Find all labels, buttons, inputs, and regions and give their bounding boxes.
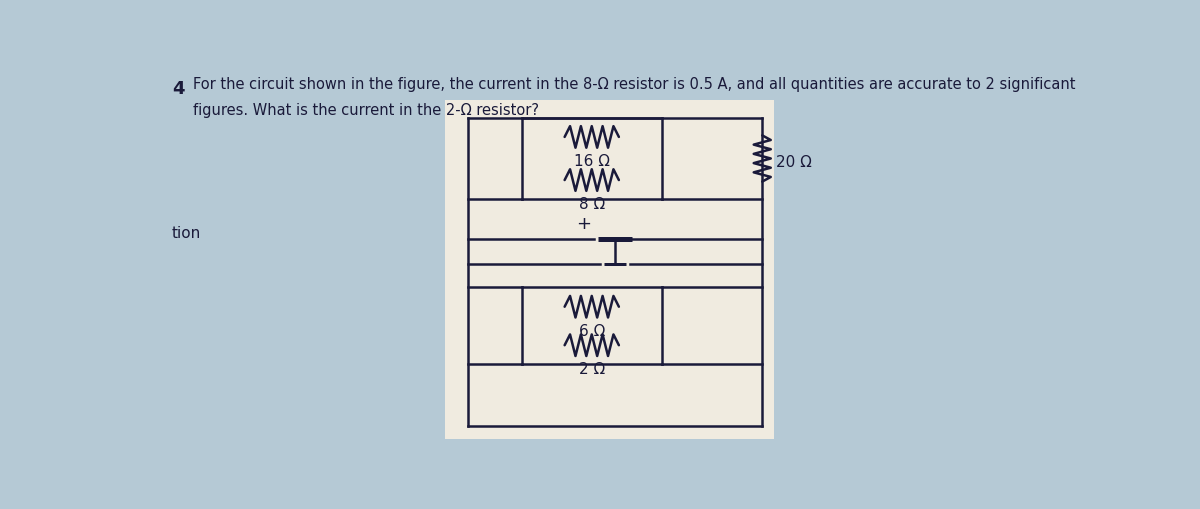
Text: 4: 4 bbox=[172, 79, 185, 98]
Text: +: + bbox=[576, 215, 592, 233]
Text: 6 Ω: 6 Ω bbox=[578, 324, 605, 338]
Text: figures. What is the current in the 2-Ω resistor?: figures. What is the current in the 2-Ω … bbox=[193, 103, 539, 118]
Text: 20 Ω: 20 Ω bbox=[776, 155, 812, 170]
Text: 2 Ω: 2 Ω bbox=[578, 362, 605, 377]
Text: For the circuit shown in the figure, the current in the 8-Ω resistor is 0.5 A, a: For the circuit shown in the figure, the… bbox=[193, 77, 1075, 92]
Bar bbox=[444, 100, 774, 439]
Text: tion: tion bbox=[172, 226, 200, 241]
Text: 16 Ω: 16 Ω bbox=[574, 154, 610, 169]
Text: 8 Ω: 8 Ω bbox=[578, 197, 605, 212]
